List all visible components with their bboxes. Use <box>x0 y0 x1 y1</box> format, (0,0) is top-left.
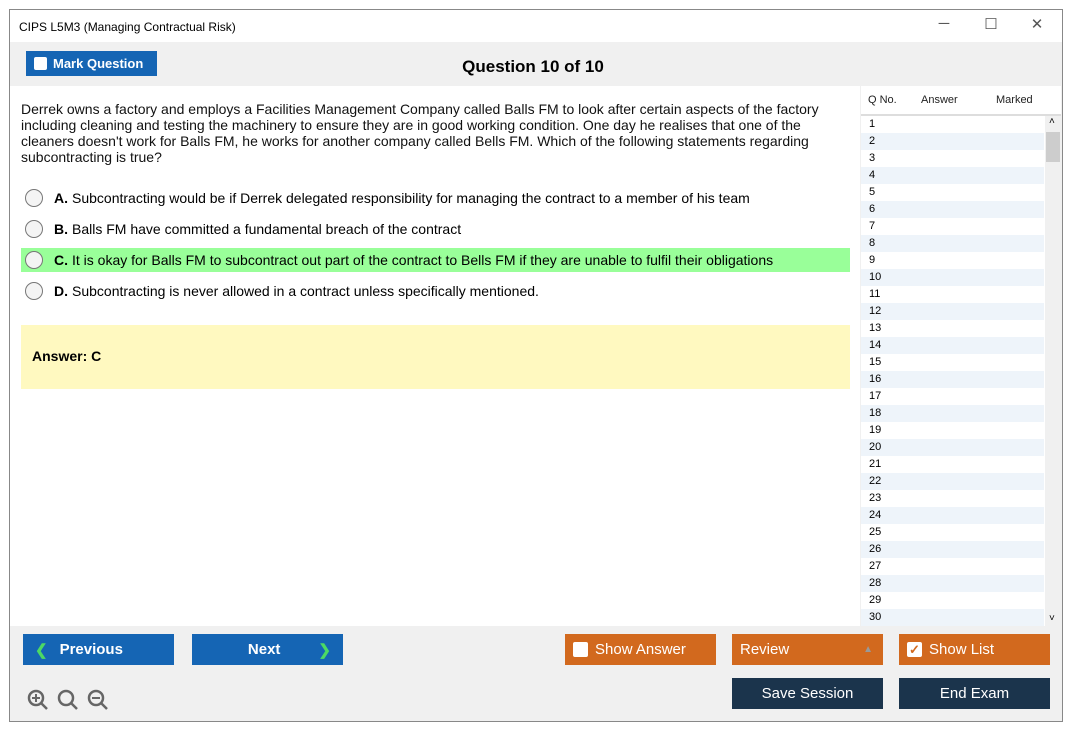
zoom-in-icon[interactable] <box>27 689 48 710</box>
col-answer[interactable]: Answer <box>921 94 958 106</box>
list-row[interactable]: 24 <box>861 507 1044 524</box>
question-text: Derrek owns a factory and employs a Faci… <box>21 101 819 165</box>
list-row[interactable]: 18 <box>861 405 1044 422</box>
list-row[interactable]: 12 <box>861 303 1044 320</box>
list-row[interactable]: 23 <box>869 492 882 504</box>
list-row[interactable]: 14 <box>861 337 1044 354</box>
chevron-left-icon: ❮ <box>35 641 48 659</box>
list-row[interactable]: 19 <box>869 424 882 436</box>
list-row[interactable]: 7 <box>869 220 876 232</box>
previous-button[interactable]: ❮ Previous <box>23 634 174 665</box>
show-answer-button[interactable]: Show Answer <box>565 634 716 665</box>
save-session-button[interactable]: Save Session <box>732 678 883 709</box>
close-icon[interactable]: ✕ <box>1030 16 1044 33</box>
option-c[interactable]: C. It is okay for Balls FM to subcontract… <box>21 248 850 272</box>
question-title: Question 10 of 10 <box>462 57 604 76</box>
show-list-label: Show List <box>929 641 995 658</box>
option-letter: D. <box>54 283 68 299</box>
title-bar: CIPS L5M3 (Managing Contractual Risk) ─ … <box>10 10 1062 42</box>
radio-icon[interactable] <box>25 189 43 207</box>
option-d[interactable]: D. Subcontracting is never allowed in a c… <box>21 279 850 303</box>
scroll-down-icon[interactable]: ˅ <box>1049 613 1055 624</box>
list-row[interactable]: 9 <box>869 254 876 266</box>
checkmark-icon[interactable]: ✓ <box>907 642 922 657</box>
option-text: Balls FM have committed a fundamental br… <box>72 221 462 237</box>
mark-question-button[interactable]: Mark Question <box>26 51 157 76</box>
list-row[interactable]: 13 <box>869 322 882 334</box>
answer-panel: Answer: C <box>21 325 850 389</box>
list-row[interactable]: 4 <box>861 167 1044 184</box>
option-text: Subcontracting would be if Derrek delega… <box>72 190 750 206</box>
col-marked[interactable]: Marked <box>996 94 1033 106</box>
window-title: CIPS L5M3 (Managing Contractual Risk) <box>19 20 236 34</box>
list-row[interactable]: 21 <box>869 458 882 470</box>
top-bar: Mark Question Question 10 of 10 <box>10 42 1062 86</box>
option-letter: C. <box>54 252 68 268</box>
question-panel: Derrek owns a factory and employs a Faci… <box>10 86 860 626</box>
checkbox-icon[interactable] <box>573 642 588 657</box>
list-row[interactable]: 2 <box>861 133 1044 150</box>
show-answer-label: Show Answer <box>595 641 686 658</box>
list-row[interactable]: 25 <box>869 526 882 538</box>
list-row[interactable]: 17 <box>869 390 882 402</box>
scrollbar[interactable]: ˄ ˅ <box>1045 116 1061 626</box>
radio-icon[interactable] <box>25 220 43 238</box>
list-row[interactable]: 15 <box>869 356 882 368</box>
app-window: CIPS L5M3 (Managing Contractual Risk) ─ … <box>9 9 1063 722</box>
option-text: Subcontracting is never allowed in a con… <box>72 283 539 299</box>
list-row[interactable]: 5 <box>869 186 876 198</box>
list-row[interactable]: 30 <box>861 609 1044 626</box>
checkbox-icon <box>34 57 47 70</box>
zoom-reset-icon[interactable] <box>57 689 78 710</box>
chevron-right-icon: ❯ <box>318 641 331 659</box>
option-a[interactable]: A. Subcontracting would be if Derrek dele… <box>21 186 850 210</box>
list-row[interactable]: 22 <box>861 473 1044 490</box>
previous-label: Previous <box>59 641 123 658</box>
caret-up-icon: ▲ <box>863 644 873 655</box>
list-row[interactable]: 26 <box>861 541 1044 558</box>
radio-icon[interactable] <box>25 282 43 300</box>
scroll-up-icon[interactable]: ˄ <box>1049 116 1055 127</box>
option-letter: B. <box>54 221 68 237</box>
question-list: Q No. Answer Marked 1 2 3 4 5 6 7 8 9 10 11 12 13 14 1… <box>861 86 1061 626</box>
list-row[interactable]: 1 <box>869 118 876 130</box>
list-row[interactable]: 28 <box>861 575 1044 592</box>
col-qno[interactable]: Q No. <box>868 94 897 106</box>
list-row[interactable]: 3 <box>869 152 876 164</box>
option-b[interactable]: B. Balls FM have committed a fundamental … <box>21 217 850 241</box>
radio-icon[interactable] <box>25 251 43 269</box>
zoom-controls <box>27 689 108 710</box>
list-row[interactable]: 8 <box>861 235 1044 252</box>
next-button[interactable]: Next ❯ <box>192 634 343 665</box>
list-row[interactable]: 27 <box>869 560 882 572</box>
list-row[interactable]: 10 <box>861 269 1044 286</box>
list-header: Q No. Answer Marked <box>861 86 1061 116</box>
minimize-icon[interactable]: ─ <box>938 15 950 32</box>
option-letter: A. <box>54 190 68 206</box>
list-row[interactable]: 6 <box>861 201 1044 218</box>
zoom-out-icon[interactable] <box>87 689 108 710</box>
review-label: Review <box>740 641 790 658</box>
next-label: Next <box>247 641 281 658</box>
show-list-button[interactable]: ✓ Show List <box>899 634 1050 665</box>
option-text: It is okay for Balls FM to subcontract o… <box>72 252 774 268</box>
maximize-icon[interactable]: ☐ <box>984 16 998 33</box>
list-row[interactable]: 20 <box>861 439 1044 456</box>
mark-label: Mark Question <box>53 56 144 71</box>
list-row[interactable]: 16 <box>861 371 1044 388</box>
end-exam-button[interactable]: End Exam <box>899 678 1050 709</box>
list-row[interactable]: 11 <box>869 288 881 300</box>
scrollbar-thumb[interactable] <box>1046 132 1060 162</box>
list-row[interactable]: 29 <box>869 594 882 606</box>
review-dropdown[interactable]: Review ▲ <box>732 634 883 665</box>
